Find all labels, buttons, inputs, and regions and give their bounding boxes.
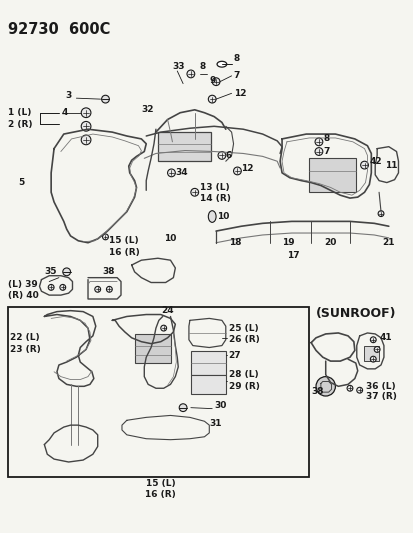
Text: 42: 42	[368, 157, 381, 166]
Circle shape	[370, 356, 375, 362]
Circle shape	[212, 78, 219, 86]
Text: 2 (R): 2 (R)	[8, 120, 33, 129]
Text: (L) 39: (L) 39	[8, 280, 38, 289]
Text: 16 (R): 16 (R)	[109, 248, 140, 257]
Text: 23 (R): 23 (R)	[10, 345, 41, 354]
Text: 37 (R): 37 (R)	[365, 392, 395, 401]
Text: 20: 20	[323, 238, 335, 247]
Text: 25 (L): 25 (L)	[228, 324, 258, 333]
Text: 31: 31	[209, 419, 221, 427]
Circle shape	[81, 108, 91, 118]
Text: 36 (L): 36 (L)	[365, 382, 394, 391]
Bar	[363, 345, 378, 361]
Text: 4: 4	[62, 108, 68, 117]
Text: 8: 8	[323, 134, 329, 143]
Circle shape	[370, 337, 375, 343]
Text: 8: 8	[233, 54, 239, 63]
Text: 12: 12	[241, 164, 253, 173]
Text: 32: 32	[141, 106, 154, 114]
Text: (SUNROOF): (SUNROOF)	[315, 307, 396, 320]
Text: 41: 41	[378, 333, 391, 342]
Bar	[309, 158, 355, 192]
Text: 11: 11	[384, 160, 396, 169]
Text: 9: 9	[209, 76, 215, 85]
Circle shape	[356, 387, 362, 393]
Text: 15 (L): 15 (L)	[109, 236, 139, 245]
Circle shape	[63, 268, 70, 276]
Bar	[8, 307, 309, 477]
Text: 35: 35	[44, 268, 57, 276]
Text: 10: 10	[216, 212, 229, 221]
Text: 33: 33	[172, 62, 185, 71]
Text: 5: 5	[18, 178, 24, 187]
Circle shape	[187, 70, 194, 78]
Text: 7: 7	[323, 147, 329, 156]
Bar	[134, 334, 171, 363]
Text: 7: 7	[233, 71, 240, 80]
Circle shape	[101, 95, 109, 103]
Text: 1 (L): 1 (L)	[8, 108, 32, 117]
Text: 92730  600C: 92730 600C	[8, 22, 111, 37]
Text: 8: 8	[199, 62, 205, 71]
Text: 38: 38	[102, 268, 115, 276]
Circle shape	[81, 135, 91, 145]
Text: 14 (R): 14 (R)	[199, 193, 230, 203]
Circle shape	[95, 286, 100, 292]
Circle shape	[190, 188, 198, 196]
Circle shape	[233, 167, 241, 175]
Text: 6: 6	[225, 151, 231, 160]
Circle shape	[179, 404, 187, 411]
Text: (R) 40: (R) 40	[8, 290, 39, 300]
Circle shape	[315, 377, 335, 396]
Circle shape	[208, 95, 216, 103]
Circle shape	[167, 169, 175, 177]
Ellipse shape	[216, 61, 226, 67]
Text: 24: 24	[160, 306, 173, 315]
Text: 34: 34	[175, 168, 188, 177]
Circle shape	[360, 161, 368, 169]
Text: 10: 10	[163, 235, 176, 244]
Circle shape	[48, 285, 54, 290]
Text: 3: 3	[66, 91, 72, 100]
Text: 13 (L): 13 (L)	[199, 183, 229, 192]
Text: 26 (R): 26 (R)	[228, 335, 259, 344]
Text: 12: 12	[233, 89, 245, 98]
Text: 28 (L): 28 (L)	[228, 370, 258, 379]
Circle shape	[314, 138, 322, 146]
Text: 38: 38	[311, 386, 323, 395]
Circle shape	[81, 122, 91, 131]
Circle shape	[377, 211, 383, 216]
Circle shape	[346, 385, 352, 391]
Circle shape	[60, 285, 66, 290]
Bar	[190, 375, 225, 394]
Text: 16 (R): 16 (R)	[145, 490, 176, 499]
Circle shape	[160, 325, 166, 331]
Text: 21: 21	[381, 238, 394, 247]
Text: 30: 30	[214, 401, 226, 410]
Text: 22 (L): 22 (L)	[10, 333, 40, 342]
Text: 29 (R): 29 (R)	[228, 382, 259, 391]
Text: 19: 19	[281, 238, 294, 247]
Circle shape	[218, 151, 225, 159]
Circle shape	[373, 346, 379, 352]
Circle shape	[106, 286, 112, 292]
Circle shape	[102, 234, 108, 240]
Text: 17: 17	[286, 251, 299, 260]
Circle shape	[314, 148, 322, 156]
Text: 15 (L): 15 (L)	[146, 479, 175, 488]
Ellipse shape	[208, 211, 216, 222]
Text: 27: 27	[228, 351, 241, 360]
Bar	[190, 351, 225, 375]
Bar	[157, 132, 211, 161]
Text: 18: 18	[228, 238, 241, 247]
